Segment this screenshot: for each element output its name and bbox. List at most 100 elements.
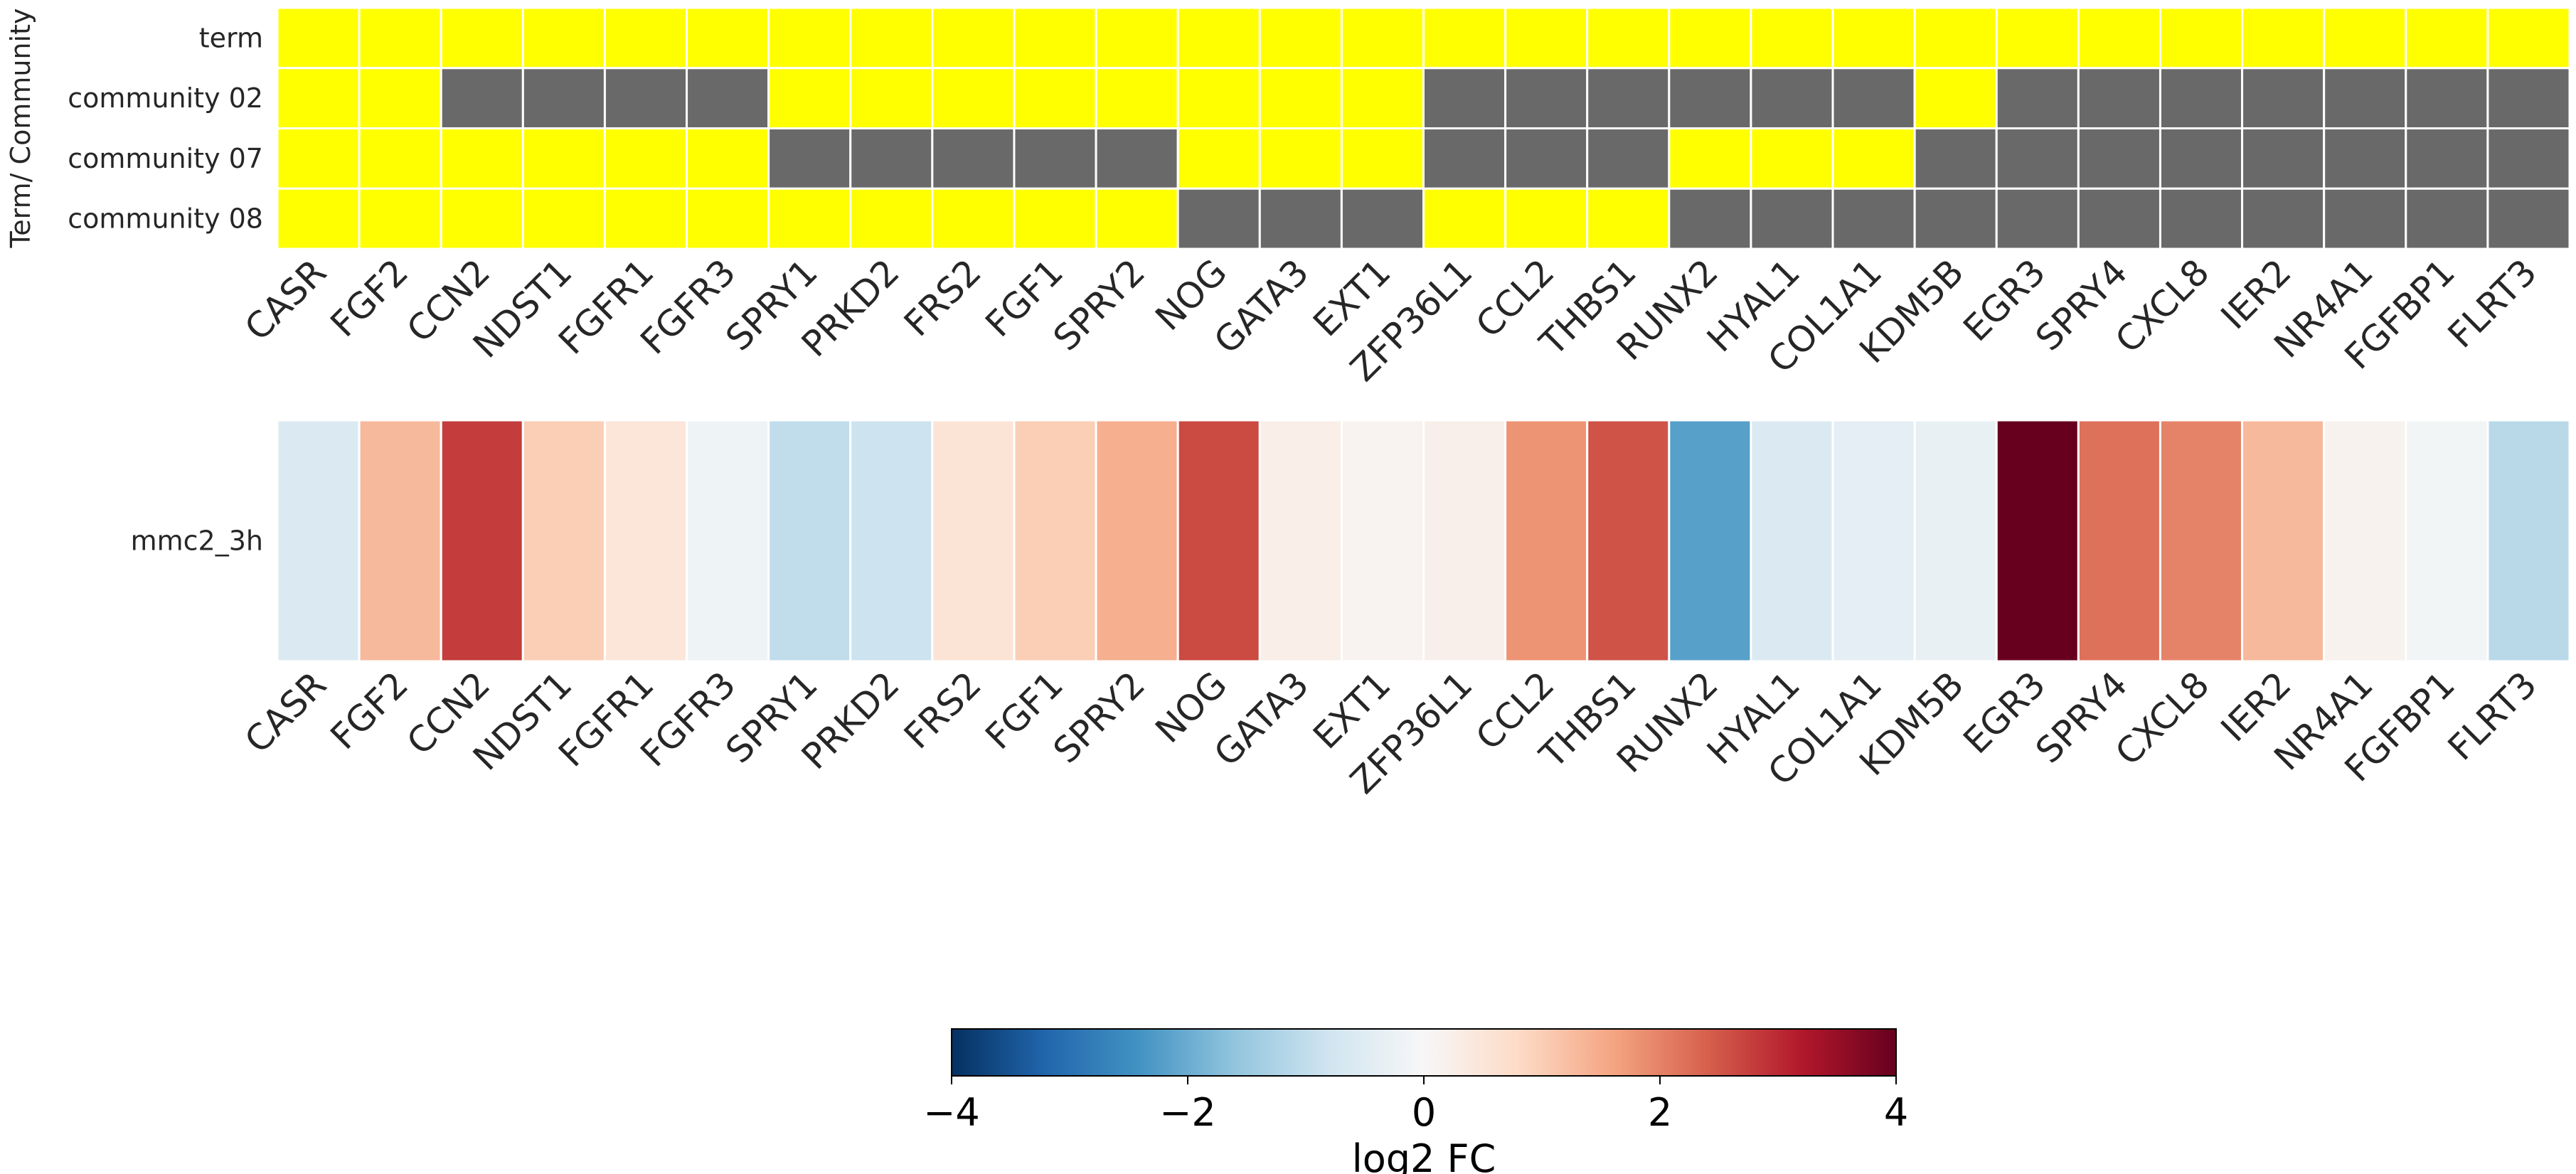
membership-row-label: term <box>199 22 263 53</box>
membership-cell <box>931 127 1016 190</box>
membership-cell <box>2077 67 2161 129</box>
membership-row-labels: term community 02 community 07 community 08 <box>68 22 263 234</box>
log2fc-column-label: CASR <box>237 663 334 761</box>
membership-cell <box>931 6 1016 70</box>
log2fc-cell <box>1095 419 1179 663</box>
membership-cell <box>1013 6 1097 70</box>
log2fc-column-labels: CASRFGF2CCN2NDST1FGFR1FGFR3SPRY1PRKD2FRS… <box>237 663 2545 801</box>
membership-cell <box>1422 127 1507 190</box>
membership-cell <box>1258 67 1343 129</box>
membership-cell <box>1995 187 2080 250</box>
membership-cell <box>440 127 524 190</box>
membership-cell <box>1176 187 1261 250</box>
log2fc-cell <box>1504 419 1589 663</box>
log2fc-cell <box>2323 419 2407 663</box>
membership-row-label: community 07 <box>68 143 263 174</box>
membership-cell <box>358 127 442 190</box>
membership-cell <box>1586 6 1671 70</box>
membership-cell <box>2241 127 2326 190</box>
log2fc-row-labels: mmc2_3h <box>131 525 263 557</box>
membership-cell <box>521 187 606 250</box>
membership-cell <box>440 6 524 70</box>
log2fc-cell <box>1831 419 1916 663</box>
membership-cell <box>1095 6 1179 70</box>
membership-cell <box>849 187 934 250</box>
membership-cell <box>2077 187 2161 250</box>
log2fc-cell <box>767 419 852 663</box>
membership-cell <box>440 67 524 129</box>
membership-cell <box>521 67 606 129</box>
membership-column-label: FLRT3 <box>2440 251 2545 356</box>
membership-cell <box>2486 127 2571 190</box>
membership-cell <box>2323 187 2407 250</box>
membership-cell <box>2486 67 2571 129</box>
membership-cell <box>1340 6 1425 70</box>
membership-cell <box>1340 67 1425 129</box>
log2fc-cell <box>2241 419 2326 663</box>
log2fc-cell <box>1995 419 2080 663</box>
membership-cell <box>603 6 688 70</box>
log2fc-cell <box>2405 419 2489 663</box>
membership-heatmap <box>276 6 2571 250</box>
membership-cell <box>767 127 852 190</box>
membership-cell <box>1831 127 1916 190</box>
membership-cell <box>2486 187 2571 250</box>
membership-cell <box>276 127 361 190</box>
colorbar-tick-label: −4 <box>923 1090 980 1135</box>
membership-cell <box>1586 187 1671 250</box>
membership-cell <box>2159 127 2244 190</box>
membership-row-label: community 08 <box>68 203 263 235</box>
membership-cell <box>1913 67 1998 129</box>
membership-cell <box>1750 187 1834 250</box>
membership-cell <box>1095 187 1179 250</box>
membership-cell <box>1586 127 1671 190</box>
membership-column-label: FRS2 <box>896 251 989 344</box>
log2fc-cell <box>1913 419 1998 663</box>
membership-cell <box>2077 127 2161 190</box>
membership-cell <box>1258 127 1343 190</box>
membership-cell <box>603 127 688 190</box>
colorbar: −4 −2 0 2 4 log2 FC <box>923 1028 1908 1174</box>
membership-cell <box>1422 67 1507 129</box>
membership-cell <box>2241 67 2326 129</box>
membership-cell <box>1913 127 1998 190</box>
membership-cell <box>358 187 442 250</box>
membership-cell <box>1504 127 1589 190</box>
log2fc-heatmap <box>276 419 2571 663</box>
membership-cell <box>2159 6 2244 70</box>
membership-cell <box>849 6 934 70</box>
log2fc-column-label: SPRY2 <box>1045 663 1153 771</box>
membership-cell <box>2159 67 2244 129</box>
log2fc-column-label: FLRT3 <box>2440 663 2545 768</box>
membership-cell <box>1340 187 1425 250</box>
membership-cell <box>2323 6 2407 70</box>
membership-cell <box>686 67 770 129</box>
membership-cell <box>1995 67 2080 129</box>
log2fc-cell <box>849 419 934 663</box>
membership-cell <box>1013 187 1097 250</box>
membership-cell <box>931 187 1016 250</box>
membership-cell <box>1750 6 1834 70</box>
membership-column-labels: CASRFGF2CCN2NDST1FGFR1FGFR3SPRY1PRKD2FRS… <box>237 251 2545 389</box>
membership-cell <box>1258 187 1343 250</box>
membership-cell <box>849 67 934 129</box>
membership-cell <box>2323 67 2407 129</box>
colorbar-tick-label: 2 <box>1648 1090 1672 1135</box>
membership-cell <box>686 187 770 250</box>
membership-cell <box>1340 127 1425 190</box>
log2fc-cell <box>1668 419 1752 663</box>
log2fc-cell <box>521 419 606 663</box>
log2fc-cell <box>686 419 770 663</box>
membership-cell <box>1913 187 1998 250</box>
colorbar-gradient <box>951 1028 1897 1077</box>
log2fc-cell <box>1258 419 1343 663</box>
membership-cell <box>1995 6 2080 70</box>
membership-cell <box>1668 67 1752 129</box>
membership-cell <box>1504 67 1589 129</box>
membership-cell <box>1913 6 1998 70</box>
membership-cell <box>1013 67 1097 129</box>
membership-cell <box>1176 6 1261 70</box>
colorbar-tick-label: −2 <box>1159 1090 1216 1135</box>
membership-cell <box>1176 67 1261 129</box>
